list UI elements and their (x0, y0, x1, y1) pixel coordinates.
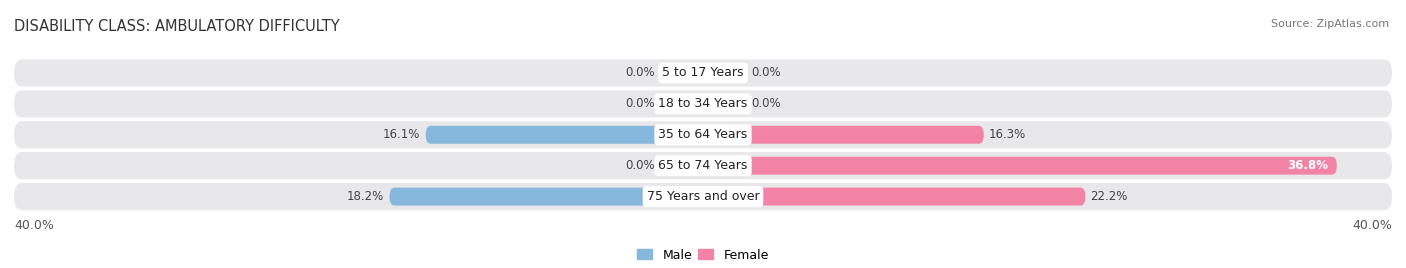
FancyBboxPatch shape (14, 183, 1392, 210)
FancyBboxPatch shape (703, 64, 747, 82)
Text: 18.2%: 18.2% (347, 190, 384, 203)
FancyBboxPatch shape (659, 157, 703, 175)
FancyBboxPatch shape (14, 90, 1392, 117)
Text: 75 Years and over: 75 Years and over (647, 190, 759, 203)
FancyBboxPatch shape (389, 188, 703, 206)
FancyBboxPatch shape (14, 59, 1392, 87)
FancyBboxPatch shape (426, 126, 703, 144)
FancyBboxPatch shape (703, 157, 1337, 175)
FancyBboxPatch shape (14, 152, 1392, 179)
Text: 0.0%: 0.0% (626, 66, 655, 80)
FancyBboxPatch shape (659, 64, 703, 82)
Text: 36.8%: 36.8% (1288, 159, 1329, 172)
Text: 22.2%: 22.2% (1091, 190, 1128, 203)
Text: 35 to 64 Years: 35 to 64 Years (658, 128, 748, 141)
Text: 40.0%: 40.0% (14, 219, 53, 232)
Text: 0.0%: 0.0% (626, 97, 655, 110)
Text: 40.0%: 40.0% (1353, 219, 1392, 232)
FancyBboxPatch shape (703, 126, 984, 144)
Text: 16.1%: 16.1% (384, 128, 420, 141)
Legend: Male, Female: Male, Female (637, 248, 769, 262)
FancyBboxPatch shape (659, 95, 703, 113)
FancyBboxPatch shape (14, 121, 1392, 148)
Text: Source: ZipAtlas.com: Source: ZipAtlas.com (1271, 19, 1389, 29)
Text: 65 to 74 Years: 65 to 74 Years (658, 159, 748, 172)
Text: DISABILITY CLASS: AMBULATORY DIFFICULTY: DISABILITY CLASS: AMBULATORY DIFFICULTY (14, 19, 340, 34)
Text: 5 to 17 Years: 5 to 17 Years (662, 66, 744, 80)
Text: 16.3%: 16.3% (988, 128, 1026, 141)
FancyBboxPatch shape (703, 95, 747, 113)
FancyBboxPatch shape (703, 188, 1085, 206)
Text: 0.0%: 0.0% (751, 66, 780, 80)
Text: 0.0%: 0.0% (626, 159, 655, 172)
Text: 0.0%: 0.0% (751, 97, 780, 110)
Text: 18 to 34 Years: 18 to 34 Years (658, 97, 748, 110)
